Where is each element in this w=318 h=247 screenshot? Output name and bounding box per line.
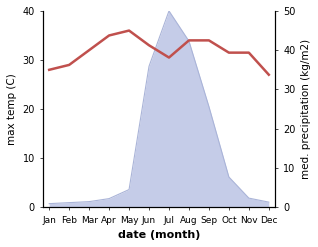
- Y-axis label: med. precipitation (kg/m2): med. precipitation (kg/m2): [301, 39, 311, 179]
- X-axis label: date (month): date (month): [118, 230, 200, 240]
- Y-axis label: max temp (C): max temp (C): [7, 73, 17, 145]
